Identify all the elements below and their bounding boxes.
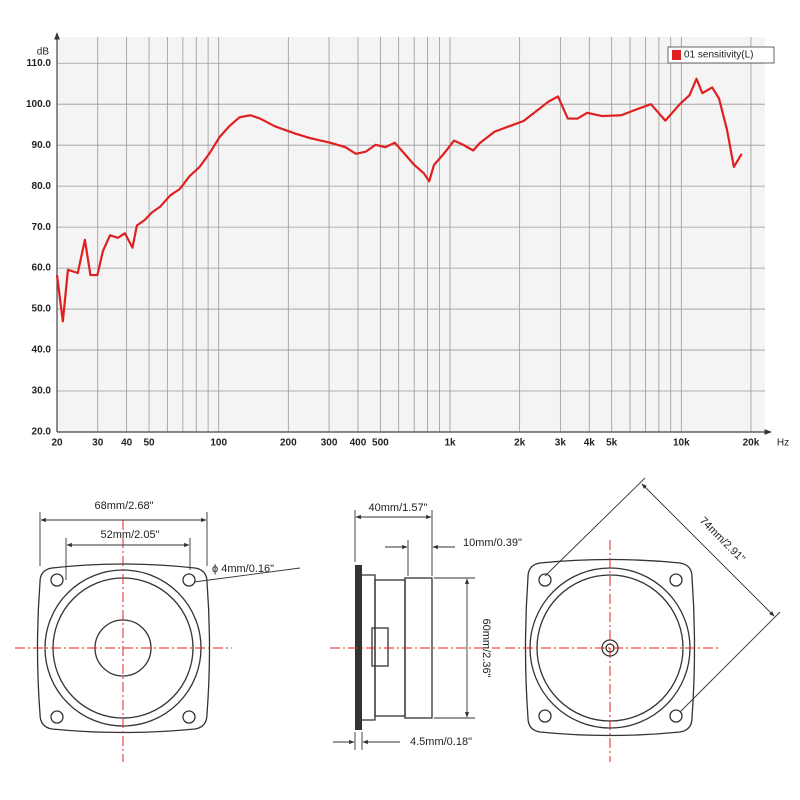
dim-label: 68mm/2.68" <box>95 500 154 512</box>
x-tick-label: 10k <box>673 438 690 449</box>
y-tick-label: 50.0 <box>32 304 52 315</box>
x-tick-label: 500 <box>372 438 389 449</box>
x-tick-label: 1k <box>444 438 456 449</box>
x-tick-label: 2k <box>514 438 526 449</box>
x-tick-label: 20 <box>51 438 63 449</box>
x-axis-label: Hz <box>777 438 789 449</box>
dim-label: 60mm/2.36" <box>480 619 492 678</box>
x-tick-label: 50 <box>143 438 155 449</box>
x-tick-label: 300 <box>321 438 338 449</box>
dim-label: 4.5mm/0.18" <box>410 736 472 748</box>
hole <box>538 709 552 723</box>
plot-area <box>57 37 765 432</box>
x-tick-label: 30 <box>92 438 104 449</box>
y-tick-label: 80.0 <box>32 181 52 192</box>
y-tick-label: 30.0 <box>32 386 52 397</box>
y-tick-label: 20.0 <box>32 427 52 438</box>
y-tick-label: 90.0 <box>32 140 52 151</box>
y-tick-label: 100.0 <box>26 99 51 110</box>
hole <box>50 710 64 724</box>
dim-label: ϕ 4mm/0.16" <box>212 563 274 575</box>
y-tick-label: 60.0 <box>32 263 52 274</box>
dim-label: 74mm/2.91" <box>697 515 747 565</box>
x-tick-label: 4k <box>584 438 596 449</box>
dim-label: 10mm/0.39" <box>463 537 522 549</box>
x-tick-label: 100 <box>210 438 227 449</box>
x-tick-label: 20k <box>743 438 760 449</box>
x-tick-label: 3k <box>555 438 567 449</box>
legend-box <box>667 46 775 64</box>
legend-swatch <box>672 50 681 60</box>
line <box>55 77 743 323</box>
diagram: 68mm/2.68" 52mm/2.05" ϕ 4mm/0.16" 40mm/1… <box>15 477 781 762</box>
leader-line <box>193 567 301 583</box>
x-tick-label: 200 <box>280 438 297 449</box>
hole <box>538 573 552 587</box>
x-tick-label: 40 <box>121 438 133 449</box>
y-tick-label: 70.0 <box>32 222 52 233</box>
dim-label: 52mm/2.05" <box>101 529 160 541</box>
frame <box>36 563 211 734</box>
chart: 20.0 30.0 40.0 50.0 60.0 70.0 80.0 90.0 100.0 110… <box>26 32 789 449</box>
x-tick-label: 400 <box>350 438 367 449</box>
hole <box>669 573 683 587</box>
hole <box>50 573 64 587</box>
hole <box>182 573 196 587</box>
x-tick-label: 5k <box>606 438 618 449</box>
dim-line <box>641 483 775 617</box>
y-tick-label: 110.0 <box>27 58 52 69</box>
hole <box>182 710 196 724</box>
hole <box>669 709 683 723</box>
y-axis-label: dB <box>37 47 50 58</box>
terminal <box>371 627 389 667</box>
flange <box>355 565 362 730</box>
ext-line <box>679 611 781 713</box>
dim-label: 40mm/1.57" <box>369 502 428 514</box>
ext-line <box>544 477 646 577</box>
legend-label: 01 sensitivity(L) <box>684 50 753 61</box>
y-tick-label: 40.0 <box>32 345 52 356</box>
